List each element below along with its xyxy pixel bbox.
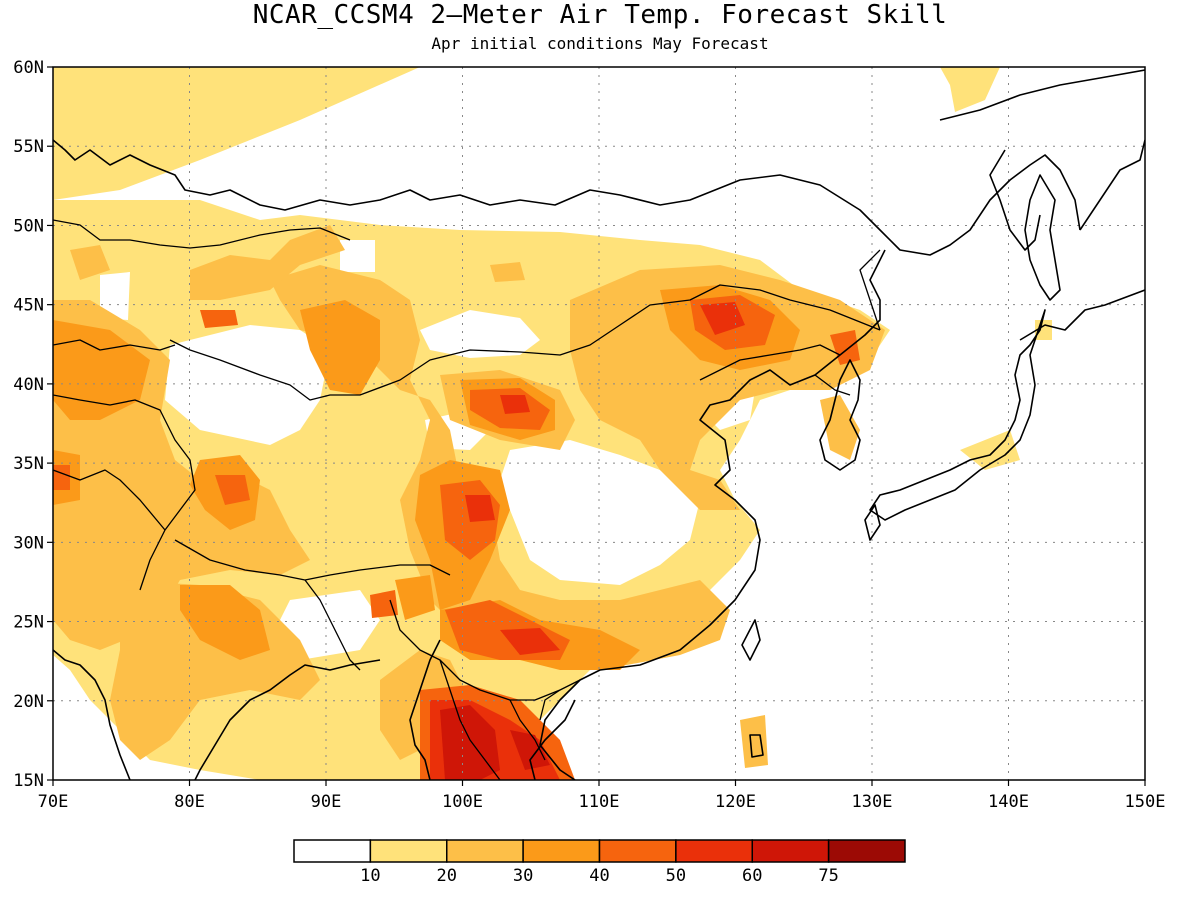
colorbar-swatch (751, 839, 830, 863)
colorbar-swatch (598, 839, 677, 863)
lon-tick-label: 90E (311, 792, 342, 812)
longitude-ticks: 70E 80E 90E 100E 110E 120E 130E 140E 150E (38, 780, 1166, 812)
chart-title: NCAR_CCSM4 2–Meter Air Temp. Forecast Sk… (252, 0, 948, 30)
skill-field (53, 67, 1052, 780)
lon-tick-label: 150E (1125, 792, 1166, 812)
colorbar-label: 50 (666, 866, 686, 886)
lat-tick-label: 45N (13, 296, 44, 316)
lat-tick-label: 20N (13, 692, 44, 712)
lat-tick-label: 40N (13, 375, 44, 395)
colorbar-swatch (522, 839, 601, 863)
lat-tick-label: 25N (13, 613, 44, 633)
lat-tick-label: 50N (13, 216, 44, 236)
colorbar: 10 20 30 40 50 60 75 (293, 839, 906, 886)
lon-tick-label: 70E (38, 792, 69, 812)
lat-tick-label: 55N (13, 137, 44, 157)
lat-tick-label: 60N (13, 58, 44, 78)
lon-tick-label: 120E (715, 792, 756, 812)
country-borders (53, 219, 881, 780)
chart-subtitle: Apr initial conditions May Forecast (431, 34, 769, 53)
lon-tick-label: 110E (579, 792, 620, 812)
lat-tick-label: 15N (13, 771, 44, 791)
colorbar-label: 40 (589, 866, 609, 886)
lon-tick-label: 130E (852, 792, 893, 812)
lon-tick-label: 140E (988, 792, 1029, 812)
colorbar-swatch (369, 839, 448, 863)
colorbar-swatch (827, 839, 906, 863)
colorbar-swatch (446, 839, 524, 863)
latitude-ticks: 15N 20N 25N 30N 35N 40N 45N 50N 55N 60N (13, 58, 53, 791)
colorbar-label: 30 (513, 866, 533, 886)
colorbar-swatch (293, 839, 372, 863)
colorbar-label: 20 (437, 866, 457, 886)
lat-tick-label: 30N (13, 533, 44, 553)
colorbar-label: 10 (360, 866, 380, 886)
gridlines (53, 67, 1145, 780)
colorbar-label: 60 (742, 866, 762, 886)
colorbar-swatch (675, 839, 753, 863)
colorbar-label: 75 (818, 866, 838, 886)
lon-tick-label: 80E (174, 792, 205, 812)
lat-tick-label: 35N (13, 454, 44, 474)
lon-tick-label: 100E (442, 792, 483, 812)
